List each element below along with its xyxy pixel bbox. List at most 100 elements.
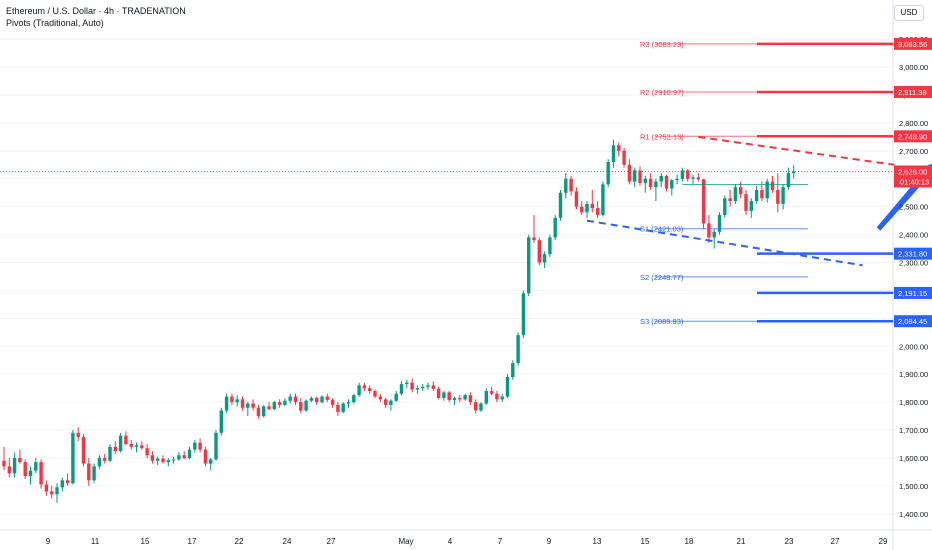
candle-body	[542, 254, 547, 263]
candle-body	[103, 457, 107, 461]
candle-body	[527, 237, 531, 294]
pivot-label: S3 (2089.93)	[640, 317, 684, 326]
candle-body	[537, 240, 541, 263]
candle-body	[553, 217, 557, 238]
y-tick-label: 2,700.00	[899, 147, 928, 156]
pivot-label: R2 (2910.97)	[640, 88, 684, 97]
candle-body	[325, 396, 329, 400]
candle-body	[442, 392, 446, 398]
y-tick-label: 2,300.00	[899, 259, 928, 268]
candle-body	[293, 396, 298, 403]
candle-body	[118, 435, 123, 452]
price-axis[interactable]: 1,400.00 1,500.00 1,600.00 1,700.00 1,800.00…	[894, 35, 932, 519]
current-price-tag	[894, 165, 932, 188]
candle-body	[262, 406, 266, 417]
candle-body	[463, 395, 467, 400]
candle-body	[7, 466, 11, 474]
candle-body	[532, 237, 536, 241]
x-tick-label: 4	[448, 537, 453, 546]
candle-body	[171, 459, 176, 461]
x-tick-label: 17	[188, 537, 197, 546]
candle-body	[664, 175, 669, 189]
price-tag-label: 2,084.45	[898, 317, 927, 326]
trendline	[698, 135, 895, 166]
pivot-label: R3 (3083.23)	[640, 40, 684, 49]
candle-body	[28, 470, 33, 477]
candle-body	[505, 377, 510, 397]
candle-body	[601, 184, 605, 216]
x-tick-label: 9	[547, 537, 552, 546]
candle-body	[18, 457, 22, 463]
candle-body	[315, 397, 319, 403]
pivot-label: R1 (2752.13)	[640, 132, 684, 141]
candle-body	[272, 402, 276, 410]
indicator-label[interactable]: Pivots (Traditional, Auto)	[6, 18, 104, 28]
candle-body	[648, 178, 653, 188]
candle-body	[765, 181, 769, 199]
candle-body	[12, 457, 17, 474]
candle-body	[680, 170, 685, 179]
candle-body	[728, 198, 732, 202]
candle-body	[489, 390, 494, 394]
candle-body	[362, 385, 367, 389]
candle-body	[34, 462, 38, 471]
y-tick-label: 1,500.00	[899, 482, 928, 491]
candle-body	[182, 455, 186, 458]
candle-body	[209, 459, 213, 464]
candle-body	[548, 237, 552, 255]
x-tick-label: 7	[498, 537, 503, 546]
candle-body	[378, 396, 382, 400]
candle-body	[611, 145, 616, 163]
candle-body	[410, 382, 414, 390]
candle-body	[691, 177, 695, 179]
y-tick-label: 2,400.00	[899, 231, 928, 240]
candle-body	[230, 396, 234, 403]
x-tick-label: 22	[235, 537, 244, 546]
candle-body	[659, 175, 663, 182]
candle-body	[770, 181, 775, 190]
candle-body	[484, 390, 488, 404]
candle-body	[468, 395, 473, 403]
candle-body	[203, 449, 208, 464]
time-axis[interactable]: 9 11 15 17 22 24 27 May 4 7 9 13 15 18 21 23 27 29	[46, 537, 888, 546]
candle-body	[341, 403, 345, 412]
candle-body	[145, 448, 149, 456]
candle-body	[426, 385, 430, 387]
candle-body	[521, 293, 526, 336]
candle-body	[638, 170, 642, 183]
symbol-title[interactable]: Ethereum / U.S. Dollar · 4h · TRADENATIO…	[6, 6, 186, 16]
candle-body	[776, 189, 780, 204]
x-tick-label: 21	[737, 537, 746, 546]
price-tag	[894, 85, 932, 98]
candle-body	[569, 178, 573, 192]
price-tag-label: 2,191.15	[898, 289, 927, 298]
candle-body	[744, 194, 748, 211]
candle-body	[516, 335, 520, 364]
currency-button[interactable]: USD	[894, 5, 924, 21]
candle-body	[60, 480, 64, 488]
candle-body	[336, 404, 340, 412]
candle-body	[108, 446, 112, 461]
y-tick-label: 2,000.00	[899, 342, 928, 351]
candle-body	[394, 393, 398, 401]
price-tag	[894, 286, 932, 299]
candle-body	[156, 458, 160, 461]
candle-body	[277, 402, 282, 405]
candle-body	[87, 463, 91, 481]
candle-body	[479, 403, 483, 411]
candle-body	[712, 231, 716, 238]
x-tick-label: 29	[879, 537, 888, 546]
candle-body	[590, 203, 594, 209]
x-tick-label: May	[398, 537, 413, 546]
y-tick-label: 2,500.00	[899, 203, 928, 212]
candle-body	[166, 460, 170, 463]
candle-body	[701, 179, 706, 224]
candle-body	[283, 400, 287, 405]
candle-body	[76, 432, 80, 438]
candle-body	[299, 402, 303, 411]
x-tick-label: 23	[785, 537, 794, 546]
pivot-levels: R3 (3083.23) R2 (2910.97) R1 (2752.13) S1 (…	[0, 40, 893, 326]
x-tick-label: 15	[641, 537, 650, 546]
